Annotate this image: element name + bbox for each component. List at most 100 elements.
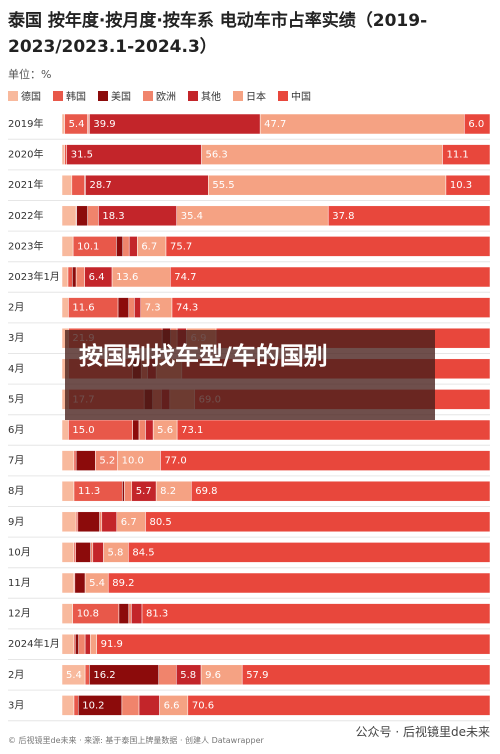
bar-segment xyxy=(208,174,447,196)
bar-segment xyxy=(77,511,100,533)
bar-segment xyxy=(165,236,491,257)
y-tick-label: 2月 xyxy=(8,302,24,314)
chart-title: 泰国 按年度·按月度·按车系 电动车市占率实绩（2019-2023/2023.1… xyxy=(8,11,428,57)
value-label: 6.4 xyxy=(89,272,105,283)
value-label: 70.6 xyxy=(192,700,214,711)
bar-segment xyxy=(61,419,69,441)
bar-segment xyxy=(61,511,77,533)
y-tick-label: 3月 xyxy=(8,332,24,344)
value-label: 15.0 xyxy=(72,425,94,436)
bar-segment xyxy=(75,450,96,471)
bar-segment xyxy=(176,419,491,441)
bar-segment xyxy=(241,664,491,686)
bar-segment xyxy=(191,480,491,502)
bar-segment xyxy=(96,633,491,655)
bar-segment xyxy=(75,633,79,655)
value-label: 39.9 xyxy=(93,119,115,130)
value-label: 6.0 xyxy=(468,119,484,130)
y-tick-label: 6月 xyxy=(8,424,24,436)
value-label: 77.0 xyxy=(164,456,186,467)
bar-segment xyxy=(445,174,491,196)
y-tick-label: 2023年 xyxy=(8,239,43,252)
bar-segment xyxy=(74,572,86,594)
legend-label: 欧洲 xyxy=(156,91,176,103)
bar-segment xyxy=(73,450,77,471)
y-tick-label: 2月 xyxy=(8,669,24,681)
legend-label: 中国 xyxy=(291,90,311,103)
legend-swatch xyxy=(233,91,243,101)
value-label: 11.3 xyxy=(78,486,100,497)
value-label: 10.0 xyxy=(122,456,144,467)
y-tick-label: 2024年1月 xyxy=(8,637,60,650)
bar-segment xyxy=(116,236,124,257)
y-tick-label: 5月 xyxy=(8,393,24,405)
bar-segment xyxy=(61,174,73,196)
value-label: 9.6 xyxy=(205,670,221,681)
bar-segment xyxy=(122,236,130,257)
bar-segment xyxy=(160,450,491,471)
bar-segment xyxy=(67,266,73,288)
value-label: 16.2 xyxy=(93,670,115,681)
bar-segment xyxy=(61,113,65,135)
value-label: 7.3 xyxy=(145,303,161,314)
value-label: 56.3 xyxy=(206,150,228,161)
bar-segment xyxy=(73,695,79,716)
bar-segment xyxy=(61,542,75,563)
y-tick-label: 2023年1月 xyxy=(8,270,60,283)
legend-swatch xyxy=(98,91,108,101)
y-tick-label: 3月 xyxy=(8,699,24,711)
y-tick-label: 9月 xyxy=(8,516,24,528)
value-label: 6.7 xyxy=(121,517,137,528)
value-label: 11.6 xyxy=(72,303,94,314)
value-label: 11.1 xyxy=(446,150,468,161)
value-label: 84.5 xyxy=(132,547,154,558)
bar-segment xyxy=(61,144,65,165)
bar-segment xyxy=(201,144,443,165)
bar-segment xyxy=(118,603,130,624)
bar-segment xyxy=(145,511,491,533)
value-label: 10.8 xyxy=(77,609,99,620)
bar-segment xyxy=(84,664,90,686)
bar-segment xyxy=(259,113,465,135)
value-label: 5.4 xyxy=(89,578,105,589)
y-tick-label: 11月 xyxy=(8,577,31,589)
bar-segment xyxy=(132,419,140,441)
bar-segment xyxy=(61,205,77,227)
value-label: 10.3 xyxy=(450,180,472,191)
legend-swatch xyxy=(53,91,63,101)
bar-segment xyxy=(75,266,85,288)
value-label: 73.1 xyxy=(181,425,203,436)
bar-segment xyxy=(84,633,91,655)
bar-segment xyxy=(61,236,74,257)
legend-label: 德国 xyxy=(21,90,41,103)
bar-segment xyxy=(117,297,130,318)
bar-segment xyxy=(61,450,75,471)
bar-segment xyxy=(141,603,491,624)
bar-segment xyxy=(78,633,86,655)
bar-segment xyxy=(87,205,99,227)
value-label: 18.3 xyxy=(102,211,124,222)
y-tick-label: 2019年 xyxy=(8,117,43,130)
value-label: 69.8 xyxy=(195,486,217,497)
unit-label: 单位：% xyxy=(8,68,52,81)
legend-swatch xyxy=(278,91,288,101)
bar-segment xyxy=(61,572,75,594)
value-label: 5.4 xyxy=(69,119,85,130)
value-label: 81.3 xyxy=(146,609,168,620)
value-label: 5.7 xyxy=(136,486,152,497)
bar-segment xyxy=(131,603,143,624)
bar-segment xyxy=(61,695,75,716)
bar-segment xyxy=(145,419,154,441)
bar-segment xyxy=(121,695,140,716)
value-label: 91.9 xyxy=(101,639,123,650)
bar-segment xyxy=(171,297,491,318)
legend-label: 韩国 xyxy=(66,90,86,103)
bar-segment xyxy=(138,695,160,716)
value-label: 31.5 xyxy=(71,150,93,161)
bar-segment xyxy=(158,664,177,686)
value-label: 10.1 xyxy=(77,241,99,252)
value-label: 6.7 xyxy=(141,241,157,252)
value-label: 13.6 xyxy=(116,272,138,283)
value-label: 37.8 xyxy=(332,211,354,222)
bar-segment xyxy=(187,695,491,716)
